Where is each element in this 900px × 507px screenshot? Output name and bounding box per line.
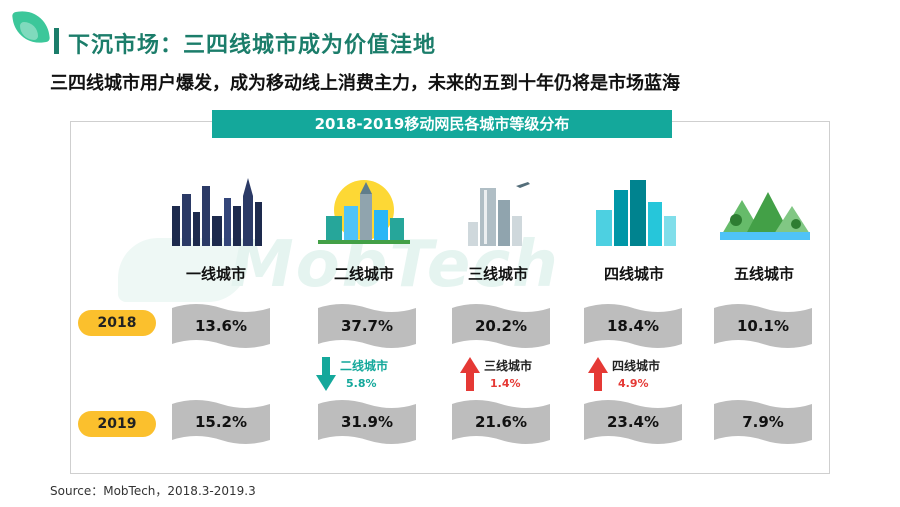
flag-shape <box>452 400 550 444</box>
change-tier3: 三线城市 1.4% <box>460 355 560 395</box>
arrow-up-icon <box>588 357 608 391</box>
value-2019-tier5: 7.9% <box>714 400 812 444</box>
value-2018-tier3: 20.2% <box>452 304 550 348</box>
value-2019-tier4: 23.4% <box>584 400 682 444</box>
tier2-city-icon <box>318 180 410 244</box>
arrow-up-icon <box>460 357 480 391</box>
value-2018-tier2: 37.7% <box>318 304 416 348</box>
tier4-buildings-icon <box>596 180 676 246</box>
tier3-tower-icon <box>468 182 530 246</box>
change-value: 4.9% <box>618 377 649 390</box>
value-label: 31.9% <box>340 413 394 431</box>
value-label: 37.7% <box>340 317 394 335</box>
tier5-scenery-icon <box>720 192 810 240</box>
watermark-logo-shape <box>118 238 248 302</box>
year-tag-2019: 2019 <box>78 411 156 437</box>
flag-shape <box>584 304 682 348</box>
value-2018-tier1: 13.6% <box>172 304 270 348</box>
value-2019-tier3: 21.6% <box>452 400 550 444</box>
flag-shape <box>318 400 416 444</box>
change-tier4: 四线城市 4.9% <box>588 355 688 395</box>
value-label: 21.6% <box>474 413 528 431</box>
source-note: Source：MobTech，2018.3-2019.3 <box>50 484 256 498</box>
flag-shape <box>452 304 550 348</box>
tier1-skyline-icon <box>172 178 262 246</box>
change-label: 二线城市 <box>340 359 389 373</box>
city-label-tier3: 三线城市 <box>467 265 528 283</box>
page-subtitle: 三四线城市用户爆发，成为移动线上消费主力，未来的五到十年仍将是市场蓝海 <box>50 73 680 94</box>
flag-shape <box>172 304 270 348</box>
value-label: 23.4% <box>606 413 660 431</box>
value-2019-tier1: 15.2% <box>172 400 270 444</box>
value-label: 20.2% <box>474 317 528 335</box>
value-label: 18.4% <box>606 317 660 335</box>
arrow-down-icon <box>316 357 336 391</box>
flag-shape <box>714 400 812 444</box>
flag-shape <box>714 304 812 348</box>
city-label-tier5: 五线城市 <box>733 265 794 283</box>
value-label: 7.9% <box>742 413 784 431</box>
value-2019-tier2: 31.9% <box>318 400 416 444</box>
city-label-tier1: 一线城市 <box>185 265 246 283</box>
change-tier2: 二线城市 5.8% <box>316 355 416 395</box>
value-label: 13.6% <box>194 317 248 335</box>
value-label: 15.2% <box>194 413 248 431</box>
change-value: 1.4% <box>490 377 521 390</box>
city-label-tier2: 二线城市 <box>333 265 394 283</box>
change-value: 5.8% <box>346 377 377 390</box>
change-label: 三线城市 <box>484 359 533 373</box>
chart-title: 2018-2019移动网民各城市等级分布 <box>212 110 672 138</box>
flag-shape <box>318 304 416 348</box>
flag-shape <box>172 400 270 444</box>
value-label: 10.1% <box>736 317 790 335</box>
value-2018-tier4: 18.4% <box>584 304 682 348</box>
logo-leaf-highlight <box>20 22 38 40</box>
year-tag-2018: 2018 <box>78 310 156 336</box>
value-2018-tier5: 10.1% <box>714 304 812 348</box>
flag-shape <box>584 400 682 444</box>
page-title: 下沉市场：三四线城市成为价值洼地 <box>68 33 437 58</box>
city-label-tier4: 四线城市 <box>603 265 664 283</box>
title-accent-bar <box>54 28 59 54</box>
change-label: 四线城市 <box>612 359 661 373</box>
